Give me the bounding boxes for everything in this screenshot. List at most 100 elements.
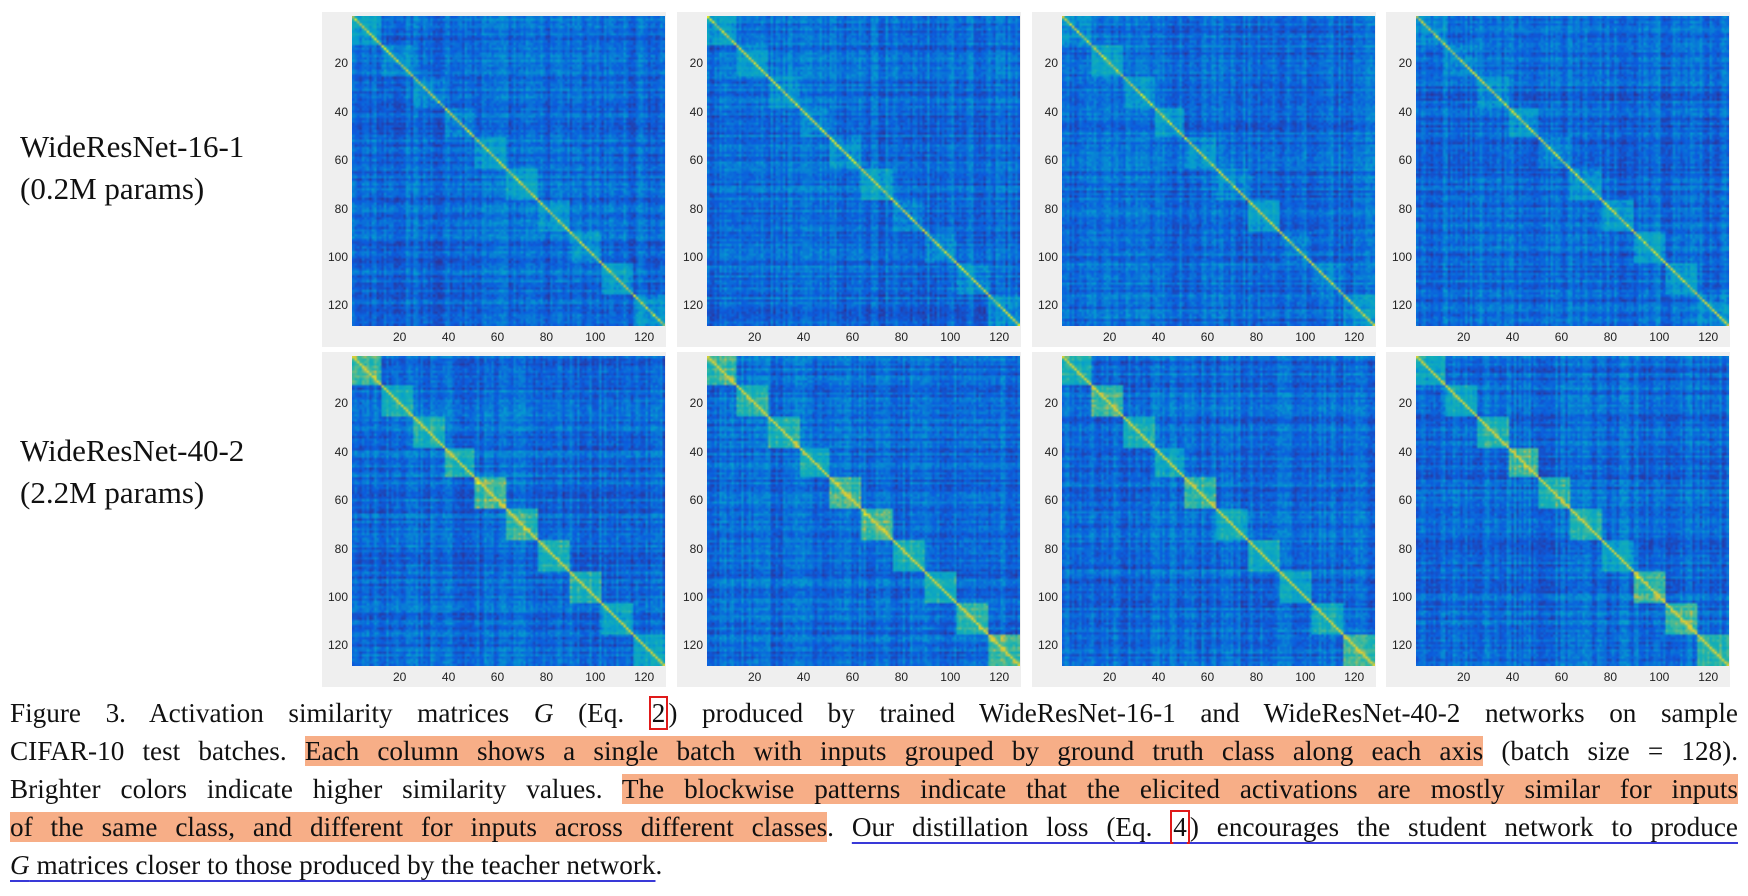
- x-tick-label: 80: [1603, 330, 1618, 344]
- x-tick-label: 120: [1698, 330, 1719, 344]
- y-tick-label: 40: [1044, 444, 1058, 459]
- similarity-matrix-panel: 20 40 60 80 100 120 20 40 60 80 100 120: [677, 12, 1021, 347]
- underlined-text: G matrices closer to those produced by t…: [10, 850, 656, 880]
- y-tick-label: 60: [334, 153, 348, 168]
- y-tick-label: 120: [1037, 638, 1058, 653]
- x-tick-label: 80: [1249, 670, 1264, 684]
- y-tick-label: 80: [1398, 541, 1412, 556]
- x-tick-label: 20: [747, 670, 762, 684]
- x-tick-label: 60: [1554, 330, 1569, 344]
- x-tick-label: 40: [1151, 670, 1166, 684]
- y-tick-label: 100: [327, 589, 348, 604]
- x-tick-label: 60: [1554, 670, 1569, 684]
- x-tick-label: 100: [1649, 670, 1670, 684]
- x-tick-label: 120: [1344, 670, 1365, 684]
- heatmap-cells: [1416, 356, 1729, 666]
- y-tick-label: 20: [1044, 396, 1058, 411]
- x-tick-label: 100: [940, 330, 961, 344]
- y-tick-label: 80: [1044, 201, 1058, 216]
- heatmap-cells: [352, 356, 665, 666]
- y-tick-label: 80: [689, 541, 703, 556]
- x-tick-label: 80: [1249, 330, 1264, 344]
- caption-line: G matrices closer to those produced by t…: [10, 850, 663, 880]
- x-tick-label: 80: [1603, 670, 1618, 684]
- y-tick-label: 100: [682, 589, 703, 604]
- y-tick-label: 60: [334, 493, 348, 508]
- x-tick-label: 20: [1456, 670, 1471, 684]
- x-tick-label: 120: [634, 330, 655, 344]
- x-tick-label: 40: [441, 330, 456, 344]
- similarity-matrix-panel: 20 40 60 80 100 120 20 40 60 80 100 120: [1032, 12, 1376, 347]
- caption-line: Brighter colors indicate higher similari…: [10, 774, 1738, 804]
- row-label-bottom: WideResNet-40-2 (2.2M params): [20, 430, 244, 514]
- row-label-model: WideResNet-16-1: [20, 129, 245, 164]
- y-tick-label: 120: [327, 298, 348, 313]
- y-tick-label: 60: [1044, 153, 1058, 168]
- x-tick-label: 60: [845, 330, 860, 344]
- highlighted-text: Each column shows a single batch with in…: [304, 736, 1484, 766]
- x-tick-label: 40: [1505, 670, 1520, 684]
- caption-line: of the same class, and different for inp…: [10, 810, 1738, 844]
- y-tick-label: 100: [1391, 249, 1412, 264]
- equation-reference-link[interactable]: 2: [648, 696, 669, 730]
- x-tick-label: 60: [1200, 670, 1215, 684]
- y-tick-label: 40: [689, 444, 703, 459]
- y-tick-label: 20: [1044, 56, 1058, 71]
- y-tick-label: 100: [1391, 589, 1412, 604]
- x-tick-label: 20: [1102, 670, 1117, 684]
- similarity-matrix-panel: 20 40 60 80 100 120 20 40 60 80 100 120: [1032, 352, 1376, 687]
- y-tick-label: 40: [1398, 104, 1412, 119]
- y-tick-label: 100: [682, 249, 703, 264]
- y-tick-label: 120: [327, 638, 348, 653]
- y-tick-label: 40: [689, 104, 703, 119]
- x-tick-label: 40: [1151, 330, 1166, 344]
- y-tick-label: 100: [1037, 589, 1058, 604]
- x-tick-label: 120: [1698, 670, 1719, 684]
- row-label-top: WideResNet-16-1 (0.2M params): [20, 126, 244, 210]
- y-tick-label: 60: [689, 153, 703, 168]
- x-tick-label: 80: [539, 670, 554, 684]
- row-label-params: (2.2M params): [20, 475, 205, 510]
- y-tick-label: 80: [334, 201, 348, 216]
- y-tick-label: 80: [1398, 201, 1412, 216]
- y-tick-label: 20: [334, 396, 348, 411]
- y-tick-label: 80: [334, 541, 348, 556]
- x-tick-label: 40: [796, 330, 811, 344]
- y-tick-label: 120: [1391, 638, 1412, 653]
- x-tick-label: 100: [1295, 330, 1316, 344]
- x-tick-label: 80: [894, 330, 909, 344]
- y-tick-label: 60: [1398, 493, 1412, 508]
- x-tick-label: 120: [634, 670, 655, 684]
- row-label-params: (0.2M params): [20, 171, 205, 206]
- heatmap-cells: [1062, 356, 1375, 666]
- y-tick-label: 120: [1391, 298, 1412, 313]
- similarity-matrix-panel: 20 40 60 80 100 120 20 40 60 80 100 120: [322, 12, 666, 347]
- y-tick-label: 20: [1398, 56, 1412, 71]
- y-tick-label: 120: [682, 298, 703, 313]
- heatmap-cells: [1062, 16, 1375, 326]
- y-tick-label: 20: [689, 56, 703, 71]
- heatmap-cells: [352, 16, 665, 326]
- equation-reference-link[interactable]: 4: [1170, 810, 1190, 844]
- x-tick-label: 100: [1649, 330, 1670, 344]
- x-tick-label: 120: [1344, 330, 1365, 344]
- x-tick-label: 100: [940, 670, 961, 684]
- y-tick-label: 100: [327, 249, 348, 264]
- y-tick-label: 60: [689, 493, 703, 508]
- underlined-text: Our distillation loss (Eq. 4) encourages…: [851, 810, 1738, 844]
- y-tick-label: 20: [1398, 396, 1412, 411]
- heatmap-cells: [707, 16, 1020, 326]
- similarity-matrix-panel: 20 40 60 80 100 120 20 40 60 80 100 120: [1386, 352, 1730, 687]
- x-tick-label: 20: [1456, 330, 1471, 344]
- y-tick-label: 40: [1398, 444, 1412, 459]
- x-tick-label: 40: [441, 670, 456, 684]
- caption-line: Figure 3. Activation similarity matrices…: [10, 696, 1738, 730]
- y-tick-label: 80: [1044, 541, 1058, 556]
- x-tick-label: 80: [539, 330, 554, 344]
- y-tick-label: 80: [689, 201, 703, 216]
- x-tick-label: 120: [989, 330, 1010, 344]
- y-tick-label: 120: [1037, 298, 1058, 313]
- x-tick-label: 60: [490, 670, 505, 684]
- y-tick-label: 60: [1398, 153, 1412, 168]
- x-tick-label: 100: [585, 670, 606, 684]
